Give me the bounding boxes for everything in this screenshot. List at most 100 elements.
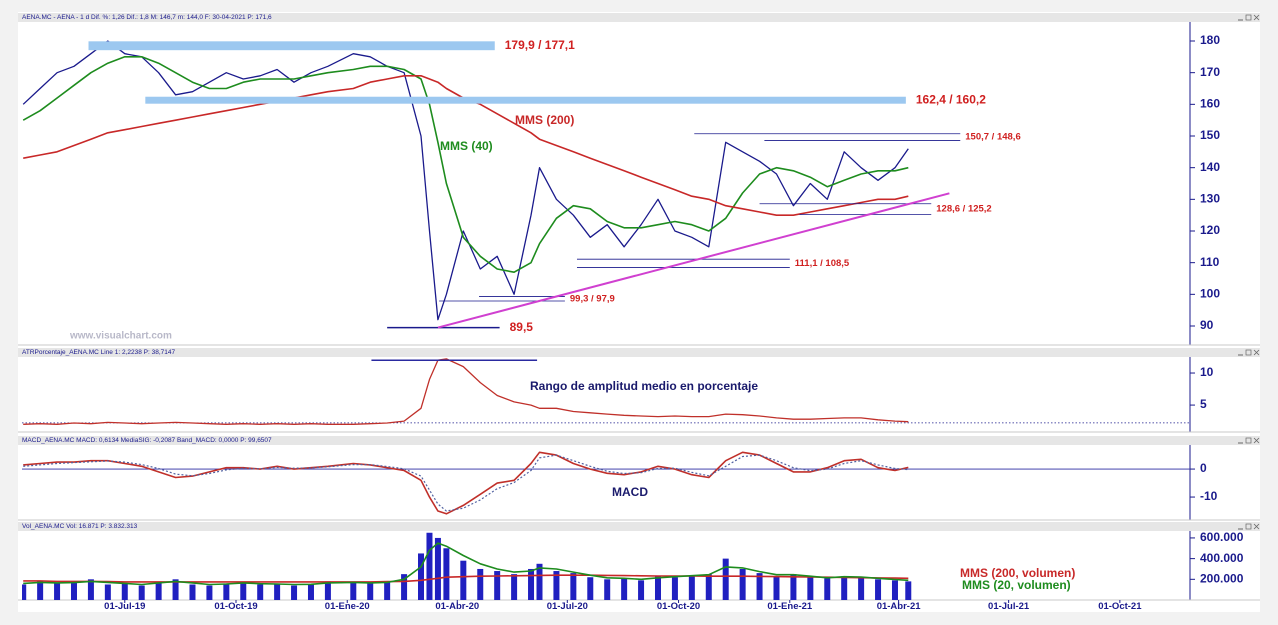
- volume-bar: [350, 582, 357, 600]
- volume-bar: [426, 532, 433, 600]
- window-maximize: [1245, 523, 1252, 530]
- level-label: 111,1 / 108,5: [795, 258, 850, 269]
- volume-bar: [739, 568, 746, 600]
- x-tick-label: 01-Ene-21: [767, 601, 813, 612]
- volume-bar: [121, 583, 128, 600]
- volume-bar: [891, 580, 898, 600]
- volume-bar: [604, 579, 611, 600]
- window-maximize: [1245, 349, 1252, 356]
- volume-bar: [155, 582, 162, 600]
- panel-header: [18, 13, 1260, 22]
- x-tick-label: 01-Oct-21: [1098, 601, 1142, 612]
- volume-bar: [206, 585, 213, 600]
- volume-bar: [460, 560, 467, 600]
- volume-bar: [773, 576, 780, 600]
- trendline: [437, 192, 950, 329]
- y-tick-label: 170: [1200, 65, 1220, 79]
- volume-bar: [307, 584, 314, 600]
- volume-bar: [756, 573, 763, 600]
- volume-bar: [807, 577, 814, 600]
- volume-bar: [587, 577, 594, 600]
- volume-bar: [443, 548, 450, 600]
- annotation: Rango de amplitud medio en porcentaje: [530, 379, 758, 393]
- volume-bar: [37, 581, 44, 600]
- price-line: [22, 40, 909, 321]
- level-label: 162,4 / 160,2: [916, 92, 986, 106]
- volume-bar: [257, 584, 264, 600]
- volume-bar: [240, 582, 247, 600]
- panel-header: [18, 348, 1260, 357]
- series-line: [22, 56, 909, 273]
- volume-bar: [477, 568, 484, 600]
- volume-bar: [104, 584, 111, 600]
- volume-bar: [367, 583, 374, 600]
- x-tick-label: 01-Abr-21: [877, 601, 922, 612]
- panel-header: [18, 436, 1260, 445]
- volume-bar: [291, 585, 298, 600]
- level-label: 89,5: [510, 320, 534, 334]
- volume-bar: [824, 578, 831, 600]
- volume-bar: [274, 583, 281, 600]
- y-tick-label: 100: [1200, 287, 1220, 301]
- level-band: [145, 96, 906, 104]
- series-label: MMS (200, volumen): [960, 566, 1075, 580]
- x-tick-label: 01-Jul-20: [547, 601, 588, 612]
- volume-bar: [638, 580, 645, 600]
- y-tick-label: -10: [1200, 489, 1218, 503]
- series-label: MMS (40): [440, 139, 493, 153]
- watermark: www.visualchart.com: [69, 331, 172, 342]
- volume-bar: [858, 577, 865, 600]
- volume-bar: [790, 574, 797, 600]
- y-tick-label: 0: [1200, 461, 1207, 475]
- window-maximize: [1245, 14, 1252, 21]
- level-label: 128,6 / 125,2: [936, 204, 991, 215]
- volume-bar: [401, 574, 408, 600]
- y-tick-label: 600.000: [1200, 530, 1244, 544]
- volume-bar: [189, 584, 196, 600]
- volume-bar: [875, 579, 882, 600]
- panel-header: [18, 522, 1260, 531]
- volume-bar: [172, 579, 179, 600]
- volume-bar: [384, 581, 391, 600]
- price-line: [23, 358, 909, 425]
- annotation: MACD: [612, 485, 648, 499]
- x-tick-label: 01-Jul-19: [104, 601, 145, 612]
- panel-title: AENA.MC - AENA - 1 d Dif. %: 1,26 Dif.: …: [22, 14, 272, 21]
- series-line: [23, 542, 909, 586]
- y-tick-label: 90: [1200, 318, 1214, 332]
- series-label: MMS (200): [515, 113, 574, 127]
- series-line: [23, 454, 909, 512]
- level-band: [88, 41, 495, 51]
- window-close: [1253, 14, 1260, 21]
- y-tick-label: 130: [1200, 192, 1220, 206]
- volume-bar: [654, 576, 661, 600]
- x-tick-label: 01-Oct-19: [214, 601, 257, 612]
- window-close: [1253, 523, 1260, 530]
- y-tick-label: 200.000: [1200, 571, 1244, 585]
- volume-bar: [688, 575, 695, 600]
- volume-bar: [138, 585, 145, 600]
- volume-bar: [705, 574, 712, 600]
- volume-bar: [418, 553, 425, 600]
- volume-bar: [528, 568, 535, 600]
- volume-bar: [434, 537, 441, 600]
- window-close: [1253, 349, 1260, 356]
- level-label: 179,9 / 177,1: [505, 38, 575, 52]
- y-tick-label: 5: [1200, 397, 1207, 411]
- x-tick-label: 01-Ene-20: [325, 601, 370, 612]
- window-close: [1253, 437, 1260, 444]
- level-label: 99,3 / 97,9: [570, 293, 615, 304]
- volume-bar: [87, 579, 94, 600]
- volume-bar: [570, 573, 577, 600]
- y-tick-label: 160: [1200, 97, 1220, 111]
- plot-area: [22, 451, 1190, 515]
- series-label: MMS (20, volumen): [962, 578, 1071, 592]
- volume-bar: [324, 581, 331, 600]
- panel-title: ATRPorcentaje_AENA.MC Line 1: 2,2238 P: …: [22, 349, 175, 356]
- y-tick-label: 110: [1200, 255, 1220, 269]
- volume-bar: [722, 558, 729, 600]
- x-tick-label: 01-Abr-20: [435, 601, 479, 612]
- window-maximize: [1245, 437, 1252, 444]
